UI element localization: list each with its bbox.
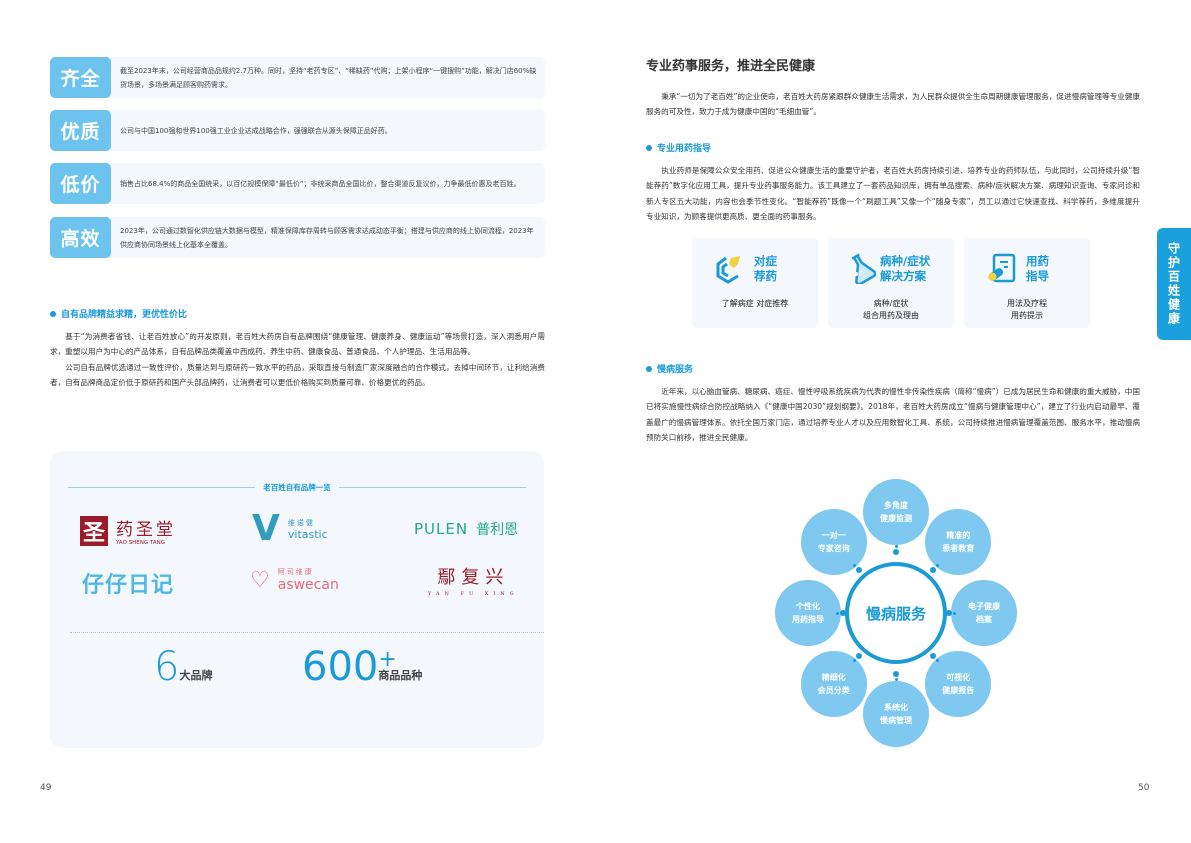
chronic-heading: 慢病服务	[646, 362, 693, 375]
connector-dot	[894, 544, 898, 548]
diagram-node: 多角度 健康监测	[863, 479, 929, 545]
heart-icon: ♡	[250, 567, 270, 593]
logo-zaizairiji: 仔仔日记	[82, 573, 175, 598]
brand-paragraphs: 基于“为消费者省钱、让老百姓放心”的开发原则，老百姓大药房自有品牌围绕“健康管理…	[50, 332, 545, 388]
dotted-divider	[70, 632, 544, 633]
guide-paragraph: 执业药师是保障公众安全用药、促进公众健康生活的重要守护者，老百姓大药房持续引进、…	[646, 166, 1140, 222]
bullet-icon	[646, 365, 652, 372]
feature-text: 公司与中国100强和世界100强工业企业达成战略合作，强强联合从源头保障正品好药…	[120, 126, 392, 135]
connector-dot	[853, 564, 857, 568]
diagram-node: 个性化 用药指导	[775, 580, 841, 646]
stat-products: 600 + 商品品种	[302, 644, 423, 690]
logo-yanfuxing: 鄢复兴 YAN FU XING	[428, 567, 519, 597]
feature-text: 截至2023年末，公司经营商品品规约2.7万种。同时，坚持“老药专区”、“稀缺药…	[120, 66, 537, 89]
chronic-paragraph: 近年来，以心脑血管病、糖尿病、癌症、慢性呼吸系统疾病为代表的慢性非传染性疾病（简…	[646, 387, 1140, 443]
feature-card: 齐全 截至2023年末，公司经营商品品规约2.7万种。同时，坚持“老药专区”、“稀…	[50, 57, 545, 98]
service-card-guidance: 用药 指导 用法及疗程 用药提示	[964, 238, 1090, 328]
connector-dot	[935, 658, 939, 662]
intro-paragraph: 秉承“一切为了老百姓”的企业使命，老百姓大药房紧跟群众健康生活需求，为人民群众提…	[646, 92, 1140, 117]
connector-dot	[894, 678, 898, 682]
feature-card: 高效 2023年，公司通过数智化供应链大数据与模型，精准保障库存周转与顾客需求达成…	[50, 217, 545, 258]
logo-pulen: PULEN 普利恩	[414, 520, 519, 538]
connector-dot	[945, 610, 952, 616]
brand-panel: 老百姓自有品牌一览 圣 药圣堂 YAO SHENG TANG V 维诺健 vitas…	[50, 451, 544, 748]
connector-dot	[836, 611, 840, 615]
connector-dot	[840, 610, 847, 616]
guide-heading: 专业用药指导	[646, 141, 711, 154]
connector-dot	[930, 652, 937, 659]
service-card-solution: 病种/症状 解决方案 病种/症状 组合用药及理由	[828, 238, 954, 328]
feature-label: 齐全	[50, 57, 111, 98]
logo-vitastic: V 维诺健 vitastic	[252, 508, 328, 549]
feature-label: 低价	[50, 163, 111, 204]
panel-title: 老百姓自有品牌一览	[68, 481, 526, 493]
stat-brands: 6 大品牌	[154, 644, 213, 690]
connector-dot	[893, 549, 899, 556]
diagram-node: 可视化 健康报告	[925, 651, 992, 718]
page-number-right: 50	[1138, 783, 1150, 793]
page-title: 专业药事服务，推进全民健康	[646, 59, 816, 74]
connector-dot	[935, 564, 939, 568]
feature-card: 低价 销售占比68.4%的商品全国统采，以百亿规模保障“最低价”；非统采商品全国比…	[50, 163, 545, 204]
feature-text: 2023年，公司通过数智化供应链大数据与模型，精准保障库存周转与顾客需求达成动态…	[120, 226, 534, 249]
feature-label: 优质	[50, 110, 111, 151]
connector-dot	[855, 652, 862, 659]
diagram-center: 慢病服务	[845, 562, 947, 664]
feature-label: 高效	[50, 217, 111, 258]
diagram-node: 精准的 患者教育	[925, 508, 992, 575]
connector-dot	[893, 670, 899, 677]
connector-dot	[855, 567, 862, 574]
flask-icon	[851, 253, 876, 284]
logo-aswecan: ♡ 阿司维康 aswecan	[250, 567, 339, 594]
diagram-node: 一对一 专家咨询	[800, 508, 867, 575]
page-number-left: 49	[40, 783, 52, 793]
connector-dot	[930, 567, 937, 574]
diagram-node: 电子健康 档案	[951, 580, 1017, 646]
logo-yaoshengtang: 圣 药圣堂 YAO SHENG TANG	[80, 515, 176, 546]
bullet-icon	[646, 144, 652, 151]
pill-document-icon	[988, 253, 1016, 283]
feature-text: 销售占比68.4%的商品全国统采，以百亿规模保障“最低价”；非统采商品全国比价，…	[120, 179, 521, 188]
side-tab: 守护百姓健康	[1157, 228, 1191, 340]
diagram-node: 精细化 会员分类	[800, 651, 867, 718]
brand-heading: 自有品牌精益求精，更优性价比	[50, 307, 187, 320]
bullet-icon	[50, 310, 56, 317]
connector-dot	[853, 658, 857, 662]
diagram-node: 系统化 慢病管理	[863, 681, 929, 747]
service-card-recommend: 对症 荐药 了解病症 对症推荐	[692, 238, 818, 328]
connector-dot	[952, 611, 956, 615]
recommend-icon	[716, 256, 740, 284]
feature-card: 优质 公司与中国100强和世界100强工业企业达成战略合作，强强联合从源头保障正品…	[50, 110, 545, 151]
